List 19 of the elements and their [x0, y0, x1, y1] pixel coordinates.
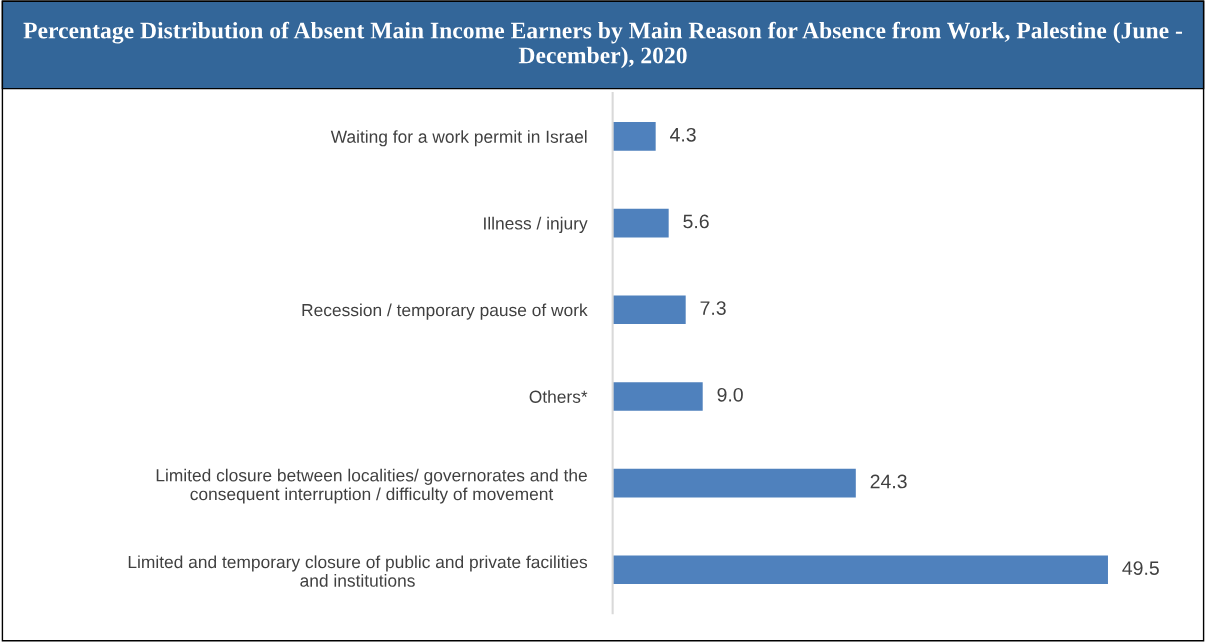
data-label: 5.6	[683, 214, 709, 229]
y-tick-label: Limited and temporary closure of public and private facilities and institutions	[128, 555, 588, 587]
y-tick-label: Limited closure between localities/ governorates and the consequent interruption / difficulty of movement	[156, 468, 587, 504]
data-label: 7.3	[700, 301, 726, 315]
bar	[612, 122, 656, 151]
bar	[612, 555, 1108, 585]
data-label: 4.3	[670, 127, 696, 142]
data-label: 49.5	[1122, 561, 1159, 575]
data-label: 24.3	[870, 474, 907, 489]
bar	[612, 208, 669, 238]
y-tick-label: Recession / temporary pause of work	[302, 303, 588, 320]
bar	[612, 295, 686, 325]
y-tick-label: Others*	[529, 390, 588, 403]
bar	[612, 468, 856, 498]
chart-title: Percentage Distribution of Absent Main Income Earners by Main Reason for Absence from Work, Palestine (June - December), 2020	[23, 21, 1183, 69]
bar	[612, 382, 703, 411]
y-tick-label: Waiting for a work permit in Israel	[330, 130, 587, 147]
data-label: 9.0	[717, 387, 743, 402]
y-tick-label: Illness / injury	[484, 216, 588, 233]
